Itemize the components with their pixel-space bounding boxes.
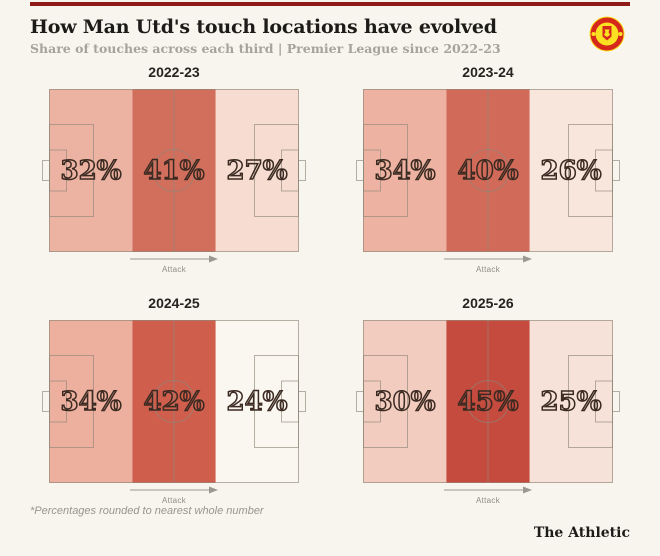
percent-labels: 30% 45% 25% <box>356 320 620 483</box>
attack-label: Attack <box>475 496 501 505</box>
percent-labels: 34% 42% 24% <box>42 320 306 483</box>
man-utd-crest-icon <box>589 16 625 52</box>
pitch-lines <box>42 89 306 252</box>
top-rule <box>30 2 630 6</box>
attacking-third-fill <box>215 320 299 483</box>
pitch-map: 32% 41% 27% <box>42 89 306 252</box>
attack-arrow-icon <box>444 486 532 494</box>
defensive-third-value: 34% <box>60 386 122 418</box>
pitch-chart-2024-25: 2024-25 34% 42 <box>42 295 306 505</box>
pitch-lines <box>356 89 620 252</box>
pitch-chart-2023-24: 2023-24 34% 40 <box>356 64 620 274</box>
attacking-third-value: 27% <box>226 155 288 187</box>
page-title: How Man Utd's touch locations have evolv… <box>30 16 497 38</box>
brand-wordmark: The Athletic <box>533 525 630 541</box>
attack-label: Attack <box>161 496 187 505</box>
percent-labels: 34% 40% 26% <box>356 89 620 252</box>
middle-third-value: 42% <box>143 386 205 418</box>
percent-labels: 32% 41% 27% <box>42 89 306 252</box>
middle-third-value: 40% <box>457 155 519 187</box>
pitch-svg <box>356 89 620 252</box>
attack-direction: Attack <box>443 486 533 505</box>
page-subtitle: Share of touches across each third | Pre… <box>30 41 501 56</box>
middle-third-value: 45% <box>457 386 519 418</box>
defensive-third-fill <box>49 89 133 252</box>
chart-title: 2025-26 <box>462 295 514 311</box>
pitch-svg <box>356 320 620 483</box>
attacking-third-fill <box>529 89 613 252</box>
pitch-map: 34% 40% 26% <box>356 89 620 252</box>
defensive-third-fill <box>363 89 447 252</box>
attack-direction: Attack <box>443 255 533 274</box>
attack-arrow-icon <box>130 255 218 263</box>
defensive-third-value: 32% <box>60 155 122 187</box>
chart-title: 2022-23 <box>148 64 200 80</box>
defensive-third-value: 30% <box>374 386 436 418</box>
chart-title: 2023-24 <box>462 64 514 80</box>
defensive-third-fill <box>49 320 133 483</box>
attack-label: Attack <box>475 265 501 274</box>
defensive-third-fill <box>363 320 447 483</box>
pitch-svg <box>42 89 306 252</box>
pitch-svg <box>42 320 306 483</box>
attacking-third-value: 26% <box>540 155 602 187</box>
pitch-lines <box>42 320 306 483</box>
defensive-third-value: 34% <box>374 155 436 187</box>
footnote: *Percentages rounded to nearest whole nu… <box>30 505 264 517</box>
pitch-lines <box>356 320 620 483</box>
pitch-map: 30% 45% 25% <box>356 320 620 483</box>
pitch-chart-2022-23: 2022-23 32% 41 <box>42 64 306 274</box>
pitch-map: 34% 42% 24% <box>42 320 306 483</box>
middle-third-value: 41% <box>143 155 205 187</box>
pitch-chart-2025-26: 2025-26 30% 45 <box>356 295 620 505</box>
attack-arrow-icon <box>444 255 532 263</box>
attack-direction: Attack <box>129 486 219 505</box>
chart-title: 2024-25 <box>148 295 200 311</box>
attack-label: Attack <box>161 265 187 274</box>
attack-arrow-icon <box>130 486 218 494</box>
attacking-third-value: 25% <box>540 386 602 418</box>
attacking-third-value: 24% <box>226 386 288 418</box>
attack-direction: Attack <box>129 255 219 274</box>
attacking-third-fill <box>529 320 613 483</box>
attacking-third-fill <box>215 89 299 252</box>
